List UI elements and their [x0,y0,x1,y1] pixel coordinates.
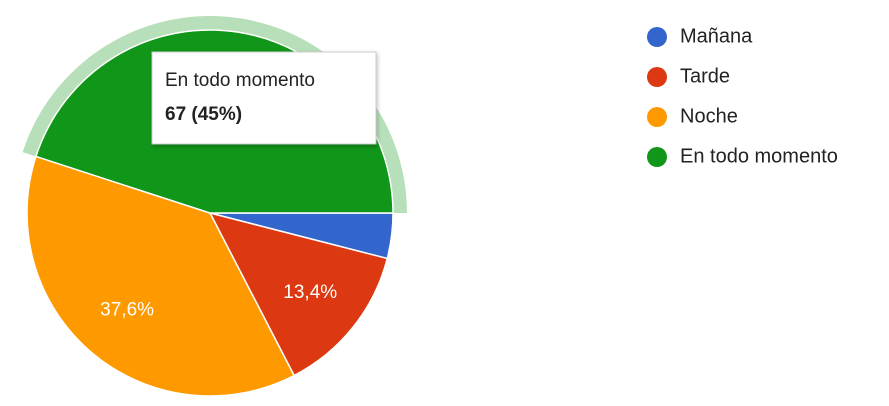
tooltip-box [151,51,377,145]
legend-swatch [647,107,667,127]
slice [208,211,389,377]
legend-label: Mañana [680,25,753,47]
legend-swatch [647,27,667,47]
legend-label: En todo momento [680,145,838,167]
legend-swatch [647,147,667,167]
slice-label: 37,6% [100,300,154,321]
legend-label: Noche [680,105,738,127]
tooltip-title: En todo momento [165,70,315,91]
slice-label: 13,4% [283,282,337,303]
tooltip: En todo momento 67 (45%) [151,51,377,145]
legend: Mañana Tarde Noche En todo momento [647,25,838,167]
slice [26,155,296,397]
legend-label: Tarde [680,65,730,87]
tooltip-value: 67 (45%) [165,104,242,125]
legend-swatch [647,67,667,87]
